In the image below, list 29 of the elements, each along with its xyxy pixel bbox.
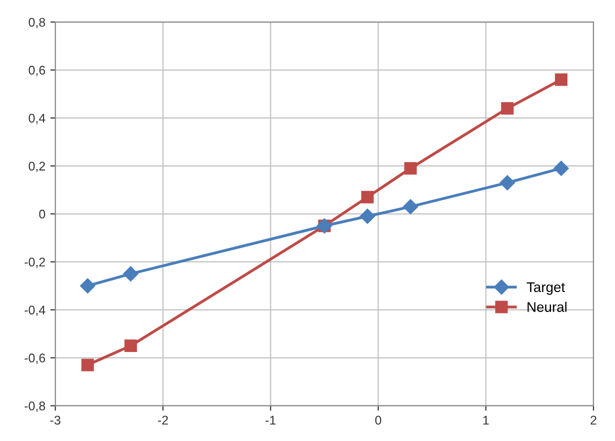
point: [360, 208, 376, 224]
point: [81, 358, 94, 372]
x-tick-label: 1: [483, 416, 489, 424]
y-tick-label: -0,6: [24, 354, 46, 364]
legend-label: Neural: [528, 302, 566, 312]
point: [554, 73, 568, 86]
point: [500, 175, 515, 190]
point: [80, 278, 96, 294]
point: [361, 190, 374, 204]
point: [404, 162, 417, 175]
x-tick-label: 0: [375, 416, 382, 425]
y-tick-label: 0,4: [28, 114, 46, 124]
x-tick-label: -1: [266, 416, 276, 424]
point: [402, 199, 418, 214]
y-tick-label: 0: [39, 210, 46, 219]
point: [501, 102, 514, 115]
y-tick-label: 0,8: [28, 18, 46, 28]
y-tick-label: 0,6: [28, 66, 46, 76]
x-tick-label: 2: [590, 416, 596, 424]
point: [123, 266, 138, 282]
x-tick-label: -3: [50, 416, 60, 425]
y-tick-label: -0,8: [24, 402, 46, 412]
point: [124, 340, 137, 352]
y-tick-label: 0,2: [28, 162, 45, 172]
y-tick-label: -0,4: [24, 306, 46, 316]
x-tick-label: -2: [158, 416, 168, 424]
legend-label: Target: [526, 282, 565, 295]
point: [554, 160, 569, 176]
y-tick-label: -0,2: [24, 258, 45, 268]
